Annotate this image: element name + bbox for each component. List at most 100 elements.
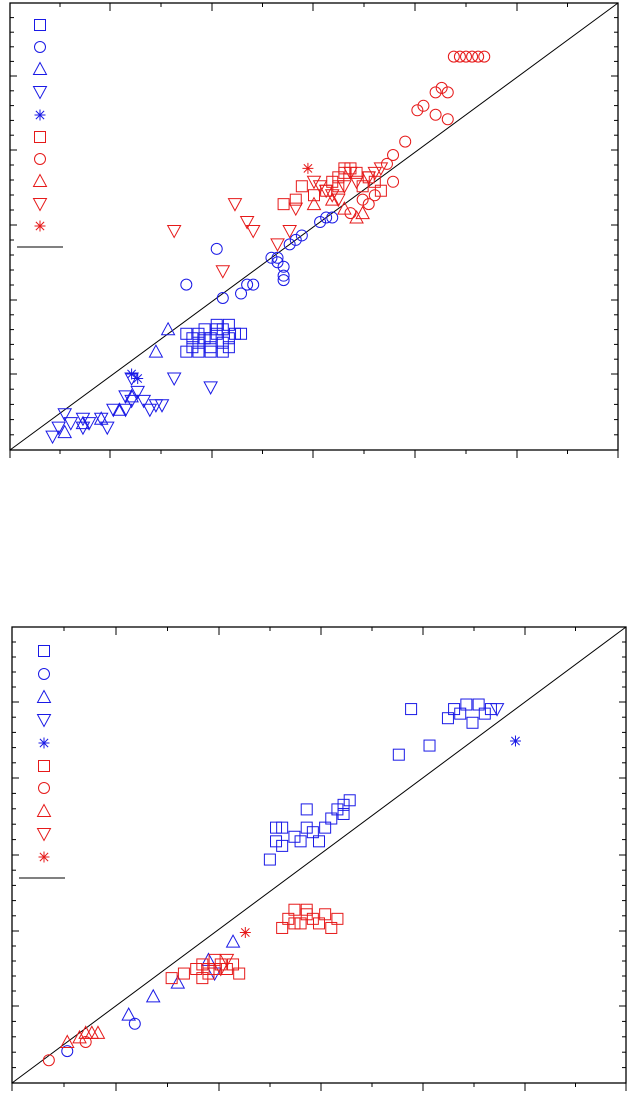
data-point xyxy=(165,972,178,985)
data-point xyxy=(423,739,436,752)
legend-marker-blue-triangle-up xyxy=(32,61,48,75)
data-point xyxy=(361,171,377,185)
series-blue-circle xyxy=(61,1017,141,1058)
legend-marker-red-triangle-up xyxy=(36,803,52,817)
data-point xyxy=(130,385,146,400)
series-red-circle xyxy=(344,50,491,220)
series-red-triangle-down xyxy=(213,953,235,977)
data-point xyxy=(270,835,283,848)
legend-marker-red-square xyxy=(34,131,46,143)
axis-ticks xyxy=(11,626,627,1091)
data-point xyxy=(387,148,400,161)
data-point xyxy=(277,260,290,273)
data-point xyxy=(478,50,491,63)
data-point xyxy=(72,1029,87,1044)
data-point xyxy=(306,175,322,190)
data-point xyxy=(90,1025,106,1039)
data-point xyxy=(154,399,170,413)
legend-marker-red-circle xyxy=(34,153,46,165)
data-point xyxy=(337,807,350,820)
data-point xyxy=(302,162,314,174)
data-point xyxy=(145,988,161,1003)
series-red-circle xyxy=(42,1035,92,1067)
data-point xyxy=(93,412,109,427)
data-point xyxy=(180,278,193,291)
series-blue-square xyxy=(263,698,497,866)
data-point xyxy=(320,211,333,224)
data-point xyxy=(318,184,334,199)
data-point xyxy=(239,927,251,939)
data-point xyxy=(177,967,190,980)
data-point xyxy=(222,332,235,345)
series-blue-circle xyxy=(180,211,339,305)
data-point xyxy=(489,703,505,717)
data-point xyxy=(331,803,344,816)
data-point xyxy=(349,175,364,190)
data-point xyxy=(313,835,325,848)
data-point xyxy=(204,332,217,345)
data-point xyxy=(235,287,248,300)
data-point xyxy=(126,368,138,380)
data-point xyxy=(213,963,229,977)
data-point xyxy=(454,707,467,720)
data-point xyxy=(343,166,358,181)
data-point xyxy=(276,821,289,834)
data-point xyxy=(57,424,73,439)
data-point xyxy=(448,703,461,716)
data-point xyxy=(338,162,351,175)
data-point xyxy=(192,327,205,340)
data-point xyxy=(263,853,276,866)
data-point xyxy=(399,135,412,148)
legend-marker-blue-circle xyxy=(34,41,46,53)
chart-2 xyxy=(11,626,627,1091)
data-point xyxy=(362,198,375,211)
data-point xyxy=(112,402,127,416)
data-point xyxy=(210,318,223,331)
series-blue-triangle-up xyxy=(121,934,241,1021)
legend-marker-red-square xyxy=(38,760,50,772)
series-red-asterisk xyxy=(302,162,314,174)
data-point xyxy=(136,394,152,409)
data-point xyxy=(325,921,338,934)
data-point xyxy=(222,341,235,354)
data-point xyxy=(166,224,182,239)
data-point xyxy=(337,201,352,215)
data-point xyxy=(441,86,454,99)
data-point xyxy=(79,1035,92,1048)
data-point xyxy=(288,830,301,843)
data-point xyxy=(225,934,241,948)
data-point xyxy=(387,175,400,188)
legend-marker-blue-triangle-down xyxy=(36,714,52,728)
legend-marker-blue-triangle-down xyxy=(32,86,48,100)
data-point xyxy=(306,912,319,925)
data-point xyxy=(509,735,521,747)
series-red-triangle-up xyxy=(59,1025,106,1048)
data-point xyxy=(349,210,364,224)
data-point xyxy=(215,265,231,279)
data-point xyxy=(411,104,424,117)
data-point xyxy=(75,415,91,430)
data-point xyxy=(282,224,298,239)
data-point xyxy=(324,189,340,203)
data-point xyxy=(314,216,327,229)
data-point xyxy=(380,157,393,170)
data-point xyxy=(373,162,389,176)
legend-marker-red-asterisk xyxy=(38,851,50,863)
series-blue-asterisk xyxy=(126,368,144,384)
data-point xyxy=(417,99,430,112)
data-point xyxy=(306,196,322,211)
data-point xyxy=(355,205,370,220)
data-point xyxy=(198,332,211,345)
data-point xyxy=(343,794,356,807)
data-point xyxy=(106,403,121,418)
data-point xyxy=(276,921,289,934)
data-point xyxy=(61,1045,74,1058)
data-point xyxy=(478,707,491,720)
data-point xyxy=(312,180,328,194)
data-point xyxy=(216,292,229,305)
legend-marker-red-triangle-down xyxy=(36,828,52,842)
data-point xyxy=(124,394,139,409)
data-point xyxy=(288,917,301,930)
data-point xyxy=(142,403,158,418)
data-point xyxy=(367,166,383,181)
